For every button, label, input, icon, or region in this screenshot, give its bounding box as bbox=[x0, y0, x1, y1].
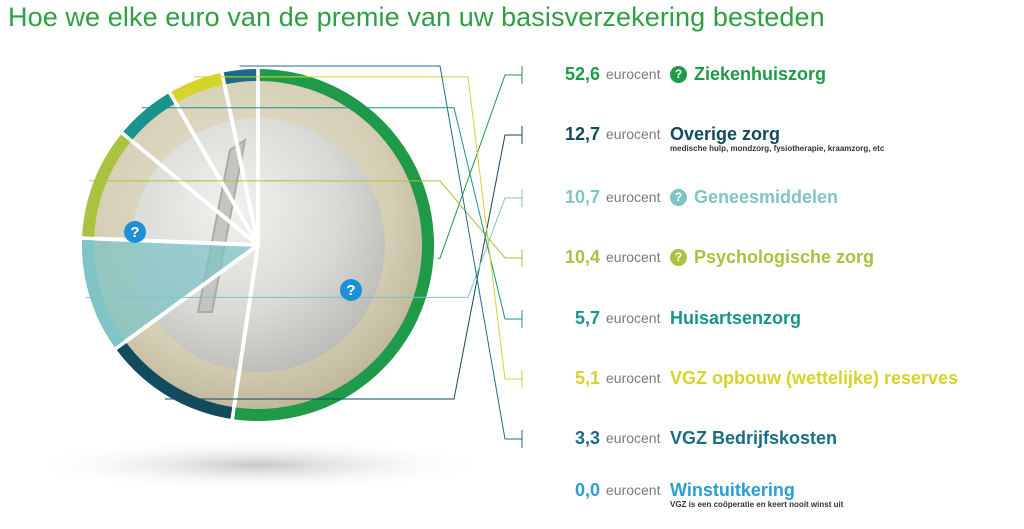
legend-row-psychologische-zorg: 10,4 eurocent? Psychologische zorg bbox=[524, 245, 874, 289]
ring-segment-vgz-opbouw-wettelijke-reserves bbox=[171, 73, 223, 103]
help-icon-ziekenhuiszorg[interactable]: ? bbox=[670, 65, 687, 83]
value-huisartsenzorg: 5,7 bbox=[574, 308, 600, 328]
unit-vgz-opbouw-wettelijke-reserves: eurocent bbox=[606, 370, 661, 386]
label-vgz-bedrijfskosten: VGZ Bedrijfskosten bbox=[670, 428, 838, 448]
leader-lines bbox=[85, 65, 523, 448]
value-psychologische-zorg: 10,4 bbox=[564, 247, 600, 267]
ring-segment-huisartsenzorg bbox=[123, 93, 175, 140]
value-geneesmiddelen: 10,7 bbox=[564, 187, 600, 207]
label-winstuitkering: Winstuitkering bbox=[670, 480, 795, 500]
leader-huisartsenzorg bbox=[141, 107, 522, 320]
divider-psychologische-zorg bbox=[80, 236, 259, 247]
legend-row-winstuitkering: 0,0 eurocent Winstuitkering VGZ is een coöp… bbox=[524, 478, 843, 522]
value-vgz-bedrijfskosten: 3,3 bbox=[574, 428, 600, 448]
legend-row-overige-zorg: 12,7 eurocent Overige zorg medische hulp, m… bbox=[524, 122, 884, 166]
label-vgz-opbouw-wettelijke-reserves: VGZ opbouw (wettelijke) reserves bbox=[670, 368, 959, 388]
pie-wedges bbox=[87, 238, 258, 346]
divider-vgz-opbouw-wettelijke-reserves bbox=[167, 89, 260, 247]
value-ziekenhuiszorg: 52,6 bbox=[564, 64, 600, 84]
unit-psychologische-zorg: eurocent bbox=[606, 249, 661, 265]
ring-segment-overige-zorg bbox=[116, 342, 233, 419]
legend-row-huisartsenzorg: 5,7 eurocent Huisartsenzorg bbox=[524, 306, 801, 350]
unit-vgz-bedrijfskosten: eurocent bbox=[606, 430, 661, 446]
unit-huisartsenzorg: eurocent bbox=[606, 310, 661, 326]
unit-overige-zorg: eurocent bbox=[606, 126, 661, 142]
help-icon-geneesmiddelen[interactable]: ? bbox=[670, 188, 687, 206]
value-winstuitkering: 0,0 bbox=[574, 480, 600, 500]
label-ziekenhuiszorg: Ziekenhuiszorg bbox=[694, 64, 827, 84]
leader-ziekenhuiszorg bbox=[437, 74, 522, 259]
label-geneesmiddelen: Geneesmiddelen bbox=[694, 187, 839, 207]
legend-row-vgz-opbouw-wettelijke-reserves: 5,1 eurocent VGZ opbouw (wettelijke) reser… bbox=[524, 366, 958, 410]
divider-overige-zorg bbox=[229, 244, 260, 422]
ring-segment-psychologische-zorg bbox=[82, 134, 131, 237]
psych-help-icon[interactable]: ? bbox=[340, 279, 362, 301]
divider-vgz-bedrijfskosten bbox=[219, 70, 260, 246]
label-huisartsenzorg: Huisartsenzorg bbox=[670, 308, 802, 328]
sublabel-overige-zorg: medische hulp, mondzorg, fysiotherapie, … bbox=[670, 144, 885, 153]
leader-vgz-bedrijfskosten bbox=[239, 65, 522, 440]
unit-winstuitkering: eurocent bbox=[606, 482, 661, 498]
ziekenhuis-help-icon[interactable]: ? bbox=[124, 221, 146, 243]
value-overige-zorg: 12,7 bbox=[564, 124, 600, 144]
sublabel-winstuitkering: VGZ is een coöperatie en keert nooit win… bbox=[670, 500, 844, 509]
help-icon-psychologische-zorg[interactable]: ? bbox=[670, 248, 687, 266]
ring-segment-geneesmiddelen bbox=[82, 239, 125, 348]
unit-geneesmiddelen: eurocent bbox=[606, 189, 661, 205]
page-title: Hoe we elke euro van de premie van uw ba… bbox=[8, 2, 825, 32]
wedge-geneesmiddelen bbox=[87, 238, 258, 346]
value-vgz-opbouw-wettelijke-reserves: 5,1 bbox=[574, 368, 600, 388]
legend-row-geneesmiddelen: 10,7 eurocent? Geneesmiddelen bbox=[524, 185, 838, 229]
divider-huisartsenzorg bbox=[119, 130, 260, 247]
leader-vgz-opbouw-wettelijke-reserves bbox=[193, 76, 522, 380]
legend-row-vgz-bedrijfskosten: 3,3 eurocent VGZ Bedrijfskosten bbox=[524, 426, 837, 470]
legend-row-ziekenhuiszorg: 52,6 eurocent? Ziekenhuiszorg bbox=[524, 62, 826, 106]
label-overige-zorg: Overige zorg bbox=[670, 124, 781, 144]
leader-psychologische-zorg bbox=[89, 180, 522, 259]
leader-geneesmiddelen bbox=[85, 197, 522, 298]
label-psychologische-zorg: Psychologische zorg bbox=[694, 247, 875, 267]
coin-shadow bbox=[23, 439, 493, 491]
unit-ziekenhuiszorg: eurocent bbox=[606, 66, 661, 82]
